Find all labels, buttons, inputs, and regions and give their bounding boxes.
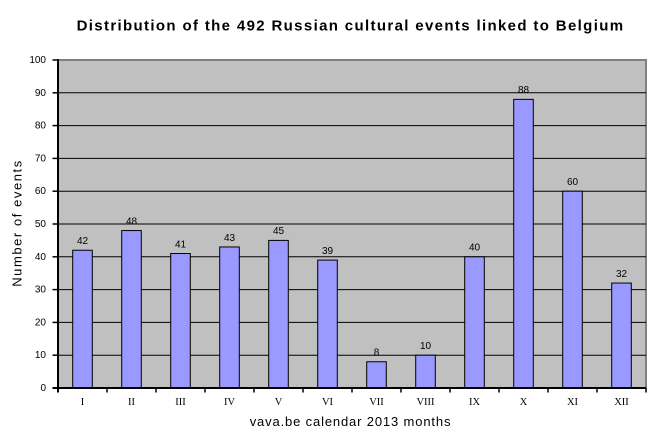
- svg-text:XI: XI: [567, 397, 579, 408]
- svg-text:40: 40: [469, 243, 481, 254]
- svg-text:VIII: VIII: [416, 397, 435, 408]
- svg-text:V: V: [275, 397, 283, 408]
- svg-text:60: 60: [567, 177, 579, 188]
- svg-text:VII: VII: [369, 397, 384, 408]
- svg-text:41: 41: [175, 239, 187, 250]
- svg-text:39: 39: [322, 246, 334, 257]
- svg-text:Distribution of the 492 Russia: Distribution of the 492 Russian cultural…: [77, 18, 625, 35]
- svg-text:60: 60: [35, 186, 47, 197]
- svg-text:90: 90: [35, 88, 47, 99]
- svg-text:VI: VI: [322, 397, 334, 408]
- svg-text:10: 10: [35, 350, 47, 361]
- svg-text:30: 30: [35, 285, 47, 296]
- svg-text:vava.be calendar 2013 months: vava.be calendar 2013 months: [250, 414, 452, 429]
- svg-text:XII: XII: [614, 397, 629, 408]
- svg-text:20: 20: [35, 317, 47, 328]
- svg-text:45: 45: [273, 226, 285, 237]
- svg-text:II: II: [128, 397, 135, 408]
- svg-text:X: X: [520, 397, 528, 408]
- svg-text:8: 8: [374, 348, 380, 359]
- svg-text:80: 80: [35, 121, 47, 132]
- svg-text:IX: IX: [469, 397, 480, 408]
- svg-text:IV: IV: [224, 397, 235, 408]
- svg-text:42: 42: [77, 236, 89, 247]
- svg-text:0: 0: [40, 383, 46, 394]
- svg-text:III: III: [175, 397, 186, 408]
- svg-text:48: 48: [126, 216, 138, 227]
- svg-text:88: 88: [518, 85, 530, 96]
- svg-text:43: 43: [224, 233, 236, 244]
- svg-text:Number of events: Number of events: [10, 159, 25, 287]
- svg-text:70: 70: [35, 153, 47, 164]
- svg-text:I: I: [81, 397, 85, 408]
- svg-text:100: 100: [29, 55, 46, 66]
- svg-text:40: 40: [35, 252, 47, 263]
- svg-text:50: 50: [35, 219, 47, 230]
- svg-text:10: 10: [420, 341, 432, 352]
- svg-text:32: 32: [616, 269, 628, 280]
